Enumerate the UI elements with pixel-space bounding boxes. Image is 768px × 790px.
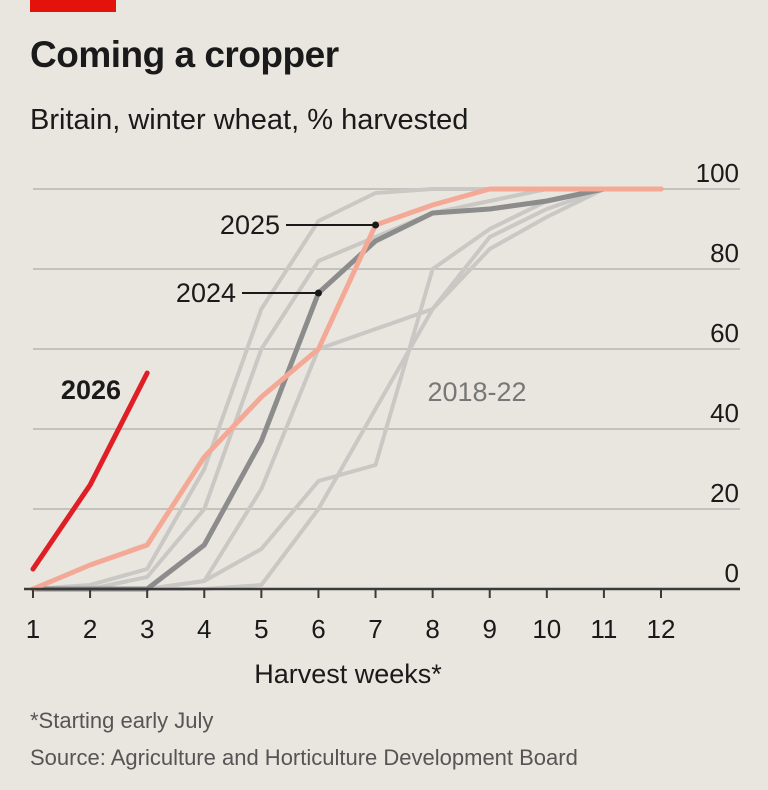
x-tick-label: 10 (532, 614, 561, 644)
label-2024: 2024 (176, 278, 236, 308)
point-2025 (372, 221, 380, 229)
label-2018-22: 2018-22 (427, 377, 526, 407)
series-line-2025 (30, 186, 664, 592)
y-tick-label: 80 (710, 238, 739, 268)
x-tick-label: 7 (368, 614, 382, 644)
x-axis (24, 587, 740, 598)
x-tick-label: 12 (647, 614, 676, 644)
x-tick-label: 4 (197, 614, 211, 644)
series-lines (30, 186, 664, 592)
series-line-2018-22 (31, 187, 663, 591)
x-tick-label: 3 (140, 614, 154, 644)
y-tick-label: 20 (710, 478, 739, 508)
x-tick-label: 1 (26, 614, 40, 644)
series-line-2026 (30, 370, 150, 572)
chart-title: Coming a cropper (30, 34, 339, 75)
x-tick-label: 9 (482, 614, 496, 644)
x-tick-label: 8 (425, 614, 439, 644)
footnote: *Starting early July (30, 708, 214, 733)
y-tick-label: 40 (710, 398, 739, 428)
x-tick-label: 6 (311, 614, 325, 644)
x-tick-labels: 1 2 3 4 5 6 7 8 9 10 11 12 (26, 614, 676, 644)
y-tick-label: 0 (725, 558, 739, 588)
chart-subtitle: Britain, winter wheat, % harvested (30, 104, 469, 136)
x-tick-label: 2 (83, 614, 97, 644)
y-tick-label: 60 (710, 318, 739, 348)
annotations: 2026 2025 2024 2018-22 (61, 210, 527, 407)
y-tick-label: 100 (696, 158, 739, 188)
source-note: Source: Agriculture and Horticulture Dev… (30, 745, 578, 770)
x-axis-title: Harvest weeks* (254, 659, 442, 689)
x-tick-label: 5 (254, 614, 268, 644)
label-2026: 2026 (61, 375, 121, 405)
label-2025: 2025 (220, 210, 280, 240)
accent-bar (30, 0, 116, 12)
y-tick-labels: 0 20 40 60 80 100 (696, 158, 739, 588)
x-tick-label: 11 (590, 614, 617, 644)
point-2024 (314, 289, 322, 297)
